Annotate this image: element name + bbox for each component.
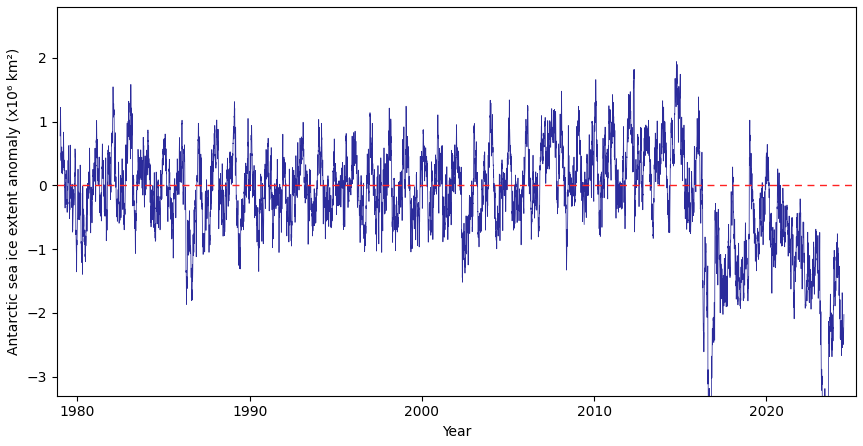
Y-axis label: Antarctic sea ice extent anomaly (x10⁶ km²): Antarctic sea ice extent anomaly (x10⁶ k… xyxy=(7,48,21,355)
X-axis label: Year: Year xyxy=(442,425,471,439)
